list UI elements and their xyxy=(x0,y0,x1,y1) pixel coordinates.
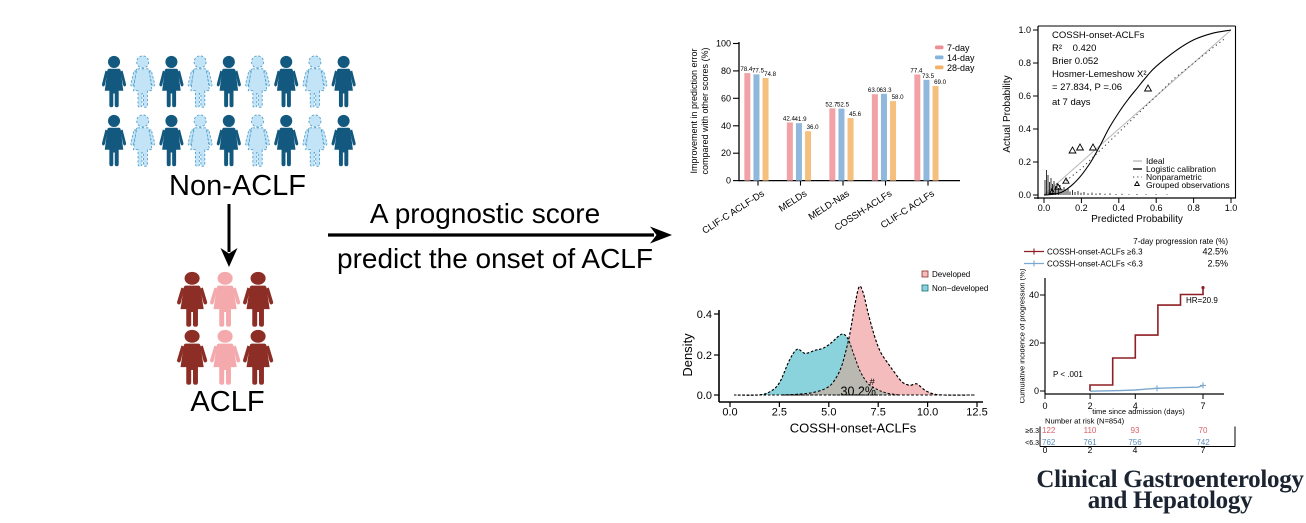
svg-text:0.2: 0.2 xyxy=(697,350,712,362)
svg-text:45.6: 45.6 xyxy=(849,111,862,118)
svg-text:70: 70 xyxy=(1199,426,1208,435)
svg-text:122: 122 xyxy=(1042,426,1056,435)
svg-text:69.0: 69.0 xyxy=(934,79,947,86)
svg-text:R² 0.420: R² 0.420 xyxy=(1052,43,1096,54)
svg-text:10.0: 10.0 xyxy=(917,407,938,419)
svg-text:0.4: 0.4 xyxy=(697,309,712,321)
svg-text:0.6: 0.6 xyxy=(1018,91,1031,101)
svg-text:0.2: 0.2 xyxy=(1018,157,1031,167)
svg-text:73.5: 73.5 xyxy=(922,73,935,80)
svg-text:2: 2 xyxy=(1088,445,1093,455)
svg-text:28-day: 28-day xyxy=(947,63,975,73)
svg-text:time since admission (days): time since admission (days) xyxy=(1092,407,1185,416)
svg-text:42.4: 42.4 xyxy=(783,116,796,123)
svg-text:COSSH-onset-ACLFs: COSSH-onset-ACLFs xyxy=(1052,30,1145,41)
svg-text:0.8: 0.8 xyxy=(1018,58,1031,68)
svg-text:0.0: 0.0 xyxy=(1038,203,1051,213)
svg-text:756: 756 xyxy=(1128,438,1142,447)
svg-text:52.5: 52.5 xyxy=(837,102,850,109)
svg-text:4: 4 xyxy=(1133,401,1138,411)
svg-text:14-day: 14-day xyxy=(947,53,975,63)
svg-text:Logistic calibration: Logistic calibration xyxy=(1146,164,1216,174)
svg-text:compared with other scores (%): compared with other scores (%) xyxy=(700,47,710,174)
svg-text:<6.3: <6.3 xyxy=(1025,440,1039,447)
svg-text:0.4: 0.4 xyxy=(1018,124,1031,134)
svg-text:63.0: 63.0 xyxy=(868,87,881,94)
svg-text:5.0: 5.0 xyxy=(821,407,836,419)
svg-text:Brier 0.052: Brier 0.052 xyxy=(1052,56,1098,67)
svg-text:60: 60 xyxy=(721,93,731,103)
svg-text:0.2: 0.2 xyxy=(1075,203,1088,213)
svg-text:20: 20 xyxy=(721,148,731,158)
svg-text:93: 93 xyxy=(1131,426,1140,435)
svg-text:7.5: 7.5 xyxy=(871,407,886,419)
svg-text:58.0: 58.0 xyxy=(892,94,905,101)
svg-text:Hosmer-Lemeshow X²: Hosmer-Lemeshow X² xyxy=(1052,69,1147,80)
svg-text:77.5: 77.5 xyxy=(752,67,765,74)
svg-text:7-day progression rate (%): 7-day progression rate (%) xyxy=(1133,237,1228,246)
svg-text:77.4: 77.4 xyxy=(910,68,923,75)
svg-text:80: 80 xyxy=(721,66,731,76)
svg-text:7: 7 xyxy=(1200,401,1205,411)
svg-text:0.6: 0.6 xyxy=(1150,203,1163,213)
svg-text:74.8: 74.8 xyxy=(764,71,777,78)
svg-text:MELDs: MELDs xyxy=(777,188,809,214)
svg-text:Ideal: Ideal xyxy=(1146,156,1165,166)
svg-text:at 7 days: at 7 days xyxy=(1052,97,1091,108)
svg-text:Improvement in prediction erro: Improvement in prediction error xyxy=(689,48,699,173)
svg-text:12.5: 12.5 xyxy=(966,407,987,419)
svg-text:1.0: 1.0 xyxy=(1225,203,1238,213)
svg-text:762: 762 xyxy=(1042,438,1056,447)
svg-text:2.5: 2.5 xyxy=(772,407,787,419)
svg-text:2.5%: 2.5% xyxy=(1207,259,1228,269)
svg-text:COSSH-onset-ACLFs ≥6.3: COSSH-onset-ACLFs ≥6.3 xyxy=(1047,248,1143,257)
svg-text:0: 0 xyxy=(1042,401,1047,411)
svg-text:Non−developed: Non−developed xyxy=(932,284,988,293)
svg-text:Developed: Developed xyxy=(932,270,970,279)
svg-text:COSSH-onset-ACLFs: COSSH-onset-ACLFs xyxy=(790,421,917,436)
svg-text:30.2%: 30.2% xyxy=(841,385,876,399)
svg-text:CLIF-C ACLF-Ds: CLIF-C ACLF-Ds xyxy=(700,188,766,236)
svg-text:0: 0 xyxy=(1043,445,1048,455)
svg-text:Cumulative incidence of progre: Cumulative incidence of progression (%) xyxy=(1020,268,1027,403)
svg-text:= 27.834, P =.06: = 27.834, P =.06 xyxy=(1052,82,1122,93)
svg-text:7: 7 xyxy=(1201,445,1206,455)
svg-text:0: 0 xyxy=(1034,386,1039,396)
svg-text:0.0: 0.0 xyxy=(1018,190,1031,200)
svg-text:Density: Density xyxy=(680,333,695,377)
svg-text:7-day: 7-day xyxy=(947,43,970,53)
svg-text:HR=20.9: HR=20.9 xyxy=(1186,296,1218,305)
svg-text:78.4: 78.4 xyxy=(740,66,753,73)
svg-text:761: 761 xyxy=(1083,438,1097,447)
svg-text:742: 742 xyxy=(1196,438,1210,447)
svg-text:0.8: 0.8 xyxy=(1187,203,1200,213)
svg-text:Predicted Probability: Predicted Probability xyxy=(1091,214,1183,225)
svg-text:Number at risk (N=854): Number at risk (N=854) xyxy=(1045,417,1125,426)
svg-text:1.0: 1.0 xyxy=(1018,25,1031,35)
svg-text:P < .001: P < .001 xyxy=(1053,370,1083,379)
svg-text:0.0: 0.0 xyxy=(722,407,737,419)
svg-text:2: 2 xyxy=(1088,401,1093,411)
svg-text:#: # xyxy=(870,377,876,388)
svg-text:Nonparametric: Nonparametric xyxy=(1146,172,1202,182)
svg-text:40: 40 xyxy=(721,121,731,131)
svg-text:0.0: 0.0 xyxy=(697,390,712,402)
svg-text:0: 0 xyxy=(726,176,731,186)
svg-text:63.3: 63.3 xyxy=(879,87,892,94)
svg-text:Actual Probability: Actual Probability xyxy=(1002,75,1013,152)
svg-text:0.4: 0.4 xyxy=(1113,203,1126,213)
svg-text:110: 110 xyxy=(1084,426,1097,435)
svg-text:36.0: 36.0 xyxy=(807,124,820,131)
svg-text:Grouped observations: Grouped observations xyxy=(1146,180,1230,190)
svg-text:40: 40 xyxy=(1029,290,1039,300)
svg-text:≥6.3: ≥6.3 xyxy=(1025,428,1039,435)
svg-text:20: 20 xyxy=(1029,338,1039,348)
svg-text:COSSH-onset-ACLFs <6.3: COSSH-onset-ACLFs <6.3 xyxy=(1047,260,1143,269)
svg-text:52.7: 52.7 xyxy=(825,101,838,108)
svg-text:42.5%: 42.5% xyxy=(1202,247,1228,257)
svg-text:100: 100 xyxy=(716,39,731,49)
svg-text:4: 4 xyxy=(1133,445,1138,455)
svg-text:41.9: 41.9 xyxy=(794,116,807,123)
